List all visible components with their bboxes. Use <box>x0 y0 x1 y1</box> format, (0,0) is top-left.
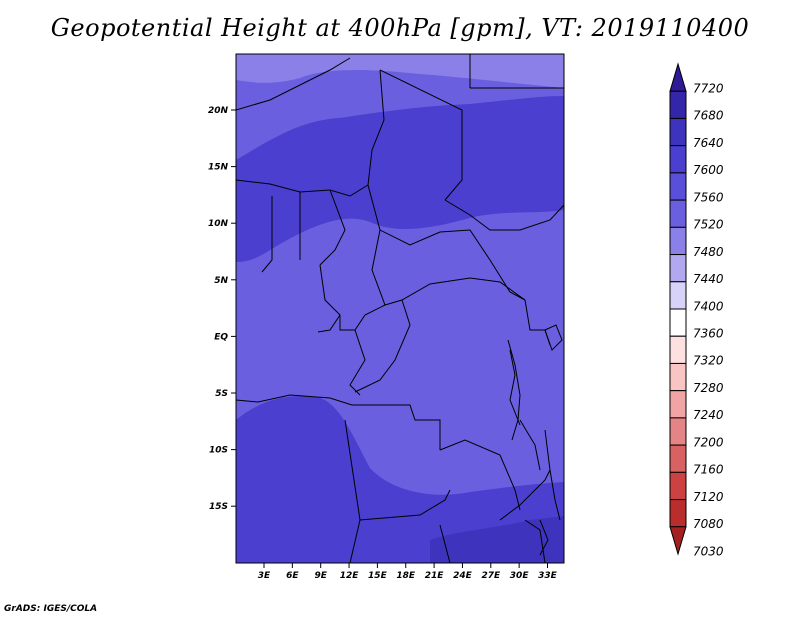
grads-credit: GrADS: IGES/COLA <box>4 604 98 614</box>
field-band-7600-south <box>236 396 564 563</box>
colorbar-swatch <box>669 172 687 201</box>
colorbar-swatch <box>669 199 687 228</box>
colorbar-swatch <box>669 444 687 473</box>
colorbar-label: 7280 <box>693 381 724 395</box>
lon-label: 3E <box>258 571 271 581</box>
lon-label: 21E <box>425 571 445 581</box>
colorbar-label: 7400 <box>693 299 724 313</box>
lon-axis: 3E 6E 9E 12E 15E 18E 21E 24E 27E 30E 33E <box>258 563 558 581</box>
colorbar-label: 7160 <box>693 463 724 477</box>
lat-label: 15N <box>208 163 229 173</box>
colorbar-swatch <box>669 90 687 119</box>
colorbar-label: 7680 <box>693 109 724 123</box>
colorbar-label: 7600 <box>693 163 724 177</box>
lon-label: 18E <box>396 571 416 581</box>
colorbar-label: 7320 <box>693 354 724 368</box>
colorbar-label: 7030 <box>693 544 724 558</box>
colorbar: 7720 7680 7640 7600 7560 7520 7480 7440 7400 7360… <box>669 62 724 558</box>
lon-label: 33E <box>538 571 558 581</box>
map-panel <box>235 53 565 564</box>
colorbar-swatch <box>669 62 687 92</box>
colorbar-label: 7120 <box>693 490 724 504</box>
map-frame <box>235 53 565 564</box>
lat-label: 10S <box>209 446 228 456</box>
lat-label: 5S <box>215 389 228 399</box>
chart-title: Geopotential Height at 400hPa [gpm], VT:… <box>50 14 750 42</box>
colorbar-swatch <box>669 226 687 256</box>
lon-label: 27E <box>481 571 501 581</box>
lakes <box>507 324 563 556</box>
colorbar-swatch <box>669 362 687 392</box>
colorbar-label: 7360 <box>693 327 724 341</box>
lat-label: 10N <box>208 219 229 229</box>
colorbar-swatch <box>669 526 687 556</box>
lat-label: 20N <box>208 106 229 116</box>
colorbar-swatch <box>669 117 687 147</box>
colorbar-swatch <box>669 417 687 446</box>
colorbar-swatch <box>669 281 687 310</box>
colorbar-swatch <box>669 499 687 528</box>
colorbar-label: 7560 <box>693 190 724 204</box>
lat-axis: 20N 15N 10N 5N EQ 5S 10S 15S <box>208 106 236 512</box>
lon-label: 15E <box>368 571 388 581</box>
colorbar-swatch <box>669 471 687 501</box>
colorbar-swatch <box>669 145 687 174</box>
colorbar-label: 7640 <box>693 136 724 150</box>
lon-label: 24E <box>453 571 473 581</box>
colorbar-label: 7720 <box>693 82 724 96</box>
colorbar-label: 7520 <box>693 218 724 232</box>
lat-label: 15S <box>209 502 228 512</box>
colorbar-label: 7480 <box>693 245 724 259</box>
colorbar-label: 7440 <box>693 272 724 286</box>
colorbar-label: 7240 <box>693 408 724 422</box>
lon-label: 6E <box>286 571 299 581</box>
field-band-7640-south <box>430 516 564 563</box>
lat-label: EQ <box>214 332 228 342</box>
field-band-7600-north <box>236 96 564 262</box>
colorbar-label: 7200 <box>693 435 724 449</box>
colorbar-swatch <box>669 254 687 283</box>
lat-label: 5N <box>214 276 228 286</box>
lon-label: 9E <box>314 571 327 581</box>
country-borders <box>236 54 564 563</box>
colorbar-swatch <box>669 335 687 364</box>
colorbar-label: 7080 <box>693 517 724 531</box>
colorbar-swatch <box>669 308 687 337</box>
lon-label: 12E <box>340 571 360 581</box>
field-band-7520 <box>236 54 564 88</box>
lon-label: 30E <box>510 571 530 581</box>
colorbar-swatch <box>669 390 687 419</box>
